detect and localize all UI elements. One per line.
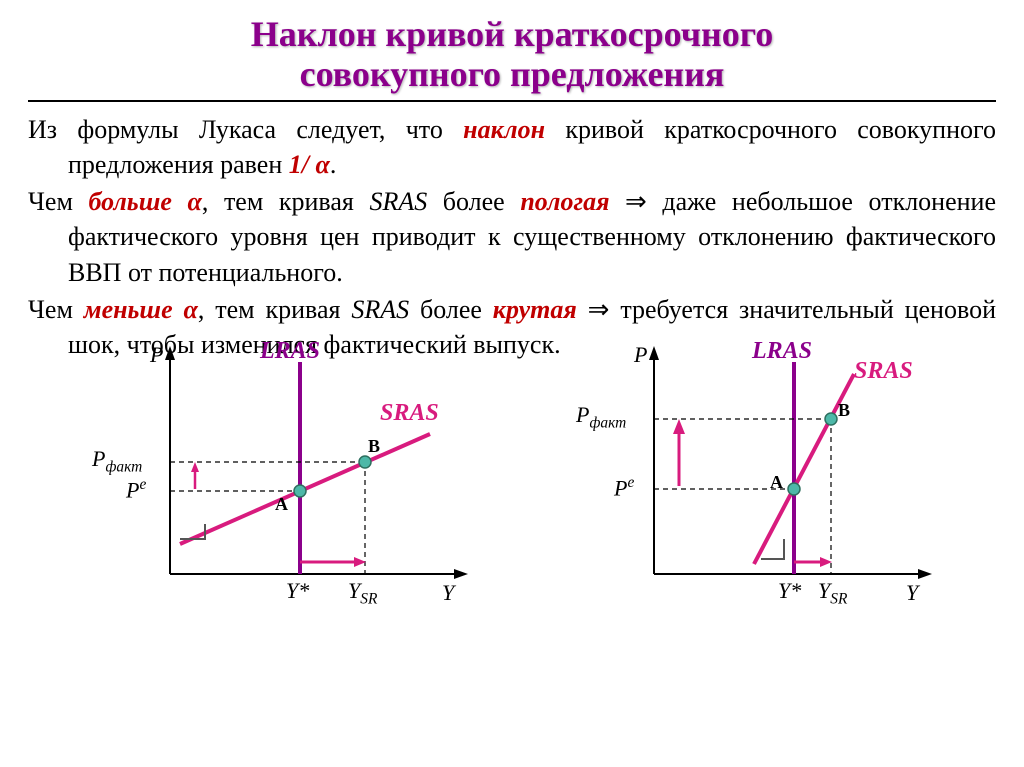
ystar-label: Y* <box>286 578 309 604</box>
pe-label: Pe <box>126 476 146 503</box>
title-line2: совокупного предложения <box>300 54 725 94</box>
title-line1: Наклон кривой краткосрочного <box>251 14 773 54</box>
lras-label-r: LRAS <box>752 338 812 365</box>
pfact-label-r: Pфакт <box>576 402 626 432</box>
lras-label: LRAS <box>260 338 320 365</box>
p3-hl2: крутая <box>493 295 577 324</box>
p1-hl2: 1/ α <box>289 150 330 179</box>
body-text: Из формулы Лукаса следует, что наклон кр… <box>28 112 996 362</box>
ysr-label-r: YSR <box>818 578 847 608</box>
p2-a: Чем <box>28 187 88 216</box>
paragraph-1: Из формулы Лукаса следует, что наклон кр… <box>28 112 996 182</box>
point-b: B <box>368 436 380 457</box>
p2-sras: SRAS <box>369 187 427 216</box>
point-a-r: A <box>770 472 783 493</box>
point-b-r: B <box>838 400 850 421</box>
p2-b: , тем кривая <box>202 187 370 216</box>
p3-b: , тем кривая <box>198 295 351 324</box>
ystar-label-r: Y* <box>778 578 801 604</box>
p-axis-label-r: P <box>634 342 647 368</box>
point-a: A <box>275 494 288 515</box>
title-underline <box>28 100 996 102</box>
paragraph-2: Чем больше α, тем кривая SRAS более поло… <box>28 184 996 289</box>
chart-right: P Y LRAS SRAS Pфакт Pe Y* YSR A B <box>534 334 954 614</box>
p2-hl1: больше α <box>88 187 201 216</box>
pfact-label: Pфакт <box>92 446 142 476</box>
y-axis-label: Y <box>442 580 454 606</box>
p1-c: . <box>330 150 337 179</box>
sras-label: SRAS <box>380 400 439 427</box>
p3-c: более <box>409 295 493 324</box>
p2-c: более <box>427 187 520 216</box>
pe-label-r: Pe <box>614 474 634 501</box>
charts-row: P Y LRAS SRAS Pфакт Pe Y* YSR A B <box>28 334 996 614</box>
p1-hl1: наклон <box>463 115 545 144</box>
p3-hl1: меньше α <box>84 295 198 324</box>
chart-left: P Y LRAS SRAS Pфакт Pe Y* YSR A B <box>70 334 490 614</box>
ysr-label: YSR <box>348 578 377 608</box>
sras-label-r: SRAS <box>854 358 913 385</box>
p1-a: Из формулы Лукаса следует, что <box>28 115 463 144</box>
p3-sras: SRAS <box>351 295 409 324</box>
p2-hl2: пологая <box>520 187 609 216</box>
y-axis-label-r: Y <box>906 580 918 606</box>
p-axis-label: P <box>150 342 163 368</box>
p3-a: Чем <box>28 295 84 324</box>
